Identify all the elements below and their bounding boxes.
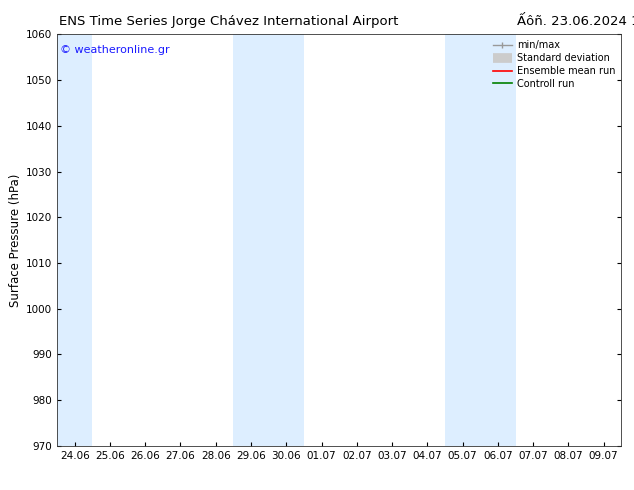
Y-axis label: Surface Pressure (hPa): Surface Pressure (hPa) bbox=[9, 173, 22, 307]
Bar bbox=[445, 34, 515, 446]
Legend: min/max, Standard deviation, Ensemble mean run, Controll run: min/max, Standard deviation, Ensemble me… bbox=[489, 36, 619, 93]
Bar bbox=[233, 34, 304, 446]
Text: ENS Time Series Jorge Chávez International Airport: ENS Time Series Jorge Chávez Internation… bbox=[58, 15, 398, 28]
Bar bbox=[57, 34, 93, 446]
Text: © weatheronline.gr: © weatheronline.gr bbox=[60, 45, 169, 54]
Text: Ấôñ. 23.06.2024 12 UTC: Ấôñ. 23.06.2024 12 UTC bbox=[517, 15, 634, 28]
